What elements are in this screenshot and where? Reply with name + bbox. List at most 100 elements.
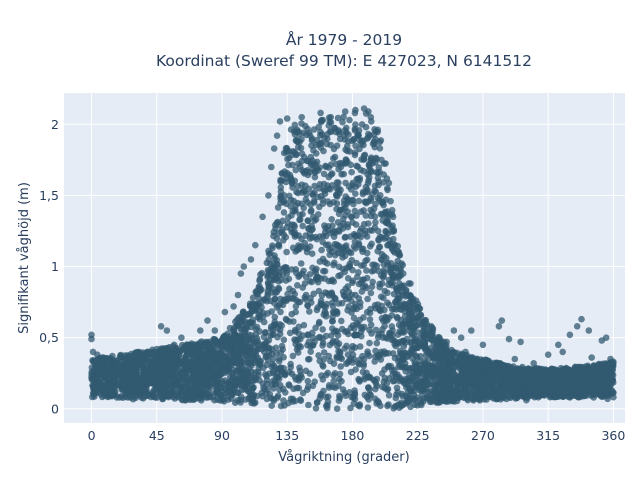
data-point: [159, 395, 167, 403]
data-point: [340, 201, 348, 208]
data-point: [325, 122, 333, 129]
data-point: [335, 382, 342, 390]
data-point: [359, 368, 367, 376]
data-point: [338, 317, 345, 325]
data-point: [317, 139, 325, 147]
data-point: [336, 370, 344, 378]
data-point: [393, 286, 401, 293]
data-point: [358, 288, 366, 295]
data-point: [409, 332, 416, 339]
data-point: [349, 279, 356, 287]
data-point: [363, 249, 371, 257]
data-point: [214, 396, 221, 404]
data-point: [286, 329, 294, 337]
data-point: [293, 138, 301, 145]
data-point: [311, 378, 319, 386]
data-point: [384, 402, 391, 410]
data-point: [362, 123, 370, 131]
data-point: [334, 189, 342, 196]
data-point: [291, 230, 298, 238]
data-point: [235, 378, 243, 385]
data-point: [335, 375, 343, 383]
data-point: [264, 344, 272, 352]
data-point: [328, 318, 336, 325]
data-point: [435, 376, 443, 384]
data-point: [382, 334, 390, 341]
data-point: [228, 346, 235, 353]
data-point: [301, 294, 309, 301]
data-point: [275, 241, 283, 248]
data-point: [310, 147, 317, 154]
data-point: [349, 342, 357, 350]
data-point: [99, 386, 106, 393]
data-point: [335, 128, 343, 136]
data-point: [282, 277, 290, 284]
data-point: [378, 330, 385, 337]
data-point: [326, 128, 334, 135]
data-point: [373, 400, 380, 407]
data-point: [348, 168, 356, 176]
data-point: [413, 394, 421, 401]
data-point: [177, 388, 185, 396]
data-point: [296, 211, 304, 219]
data-point: [297, 260, 305, 267]
data-point: [274, 204, 282, 211]
data-point: [396, 328, 404, 335]
data-point: [449, 356, 456, 364]
data-point: [350, 356, 358, 363]
data-point: [389, 371, 397, 379]
data-point: [298, 120, 305, 127]
data-point: [363, 267, 370, 274]
data-point: [346, 389, 353, 396]
data-point: [456, 378, 463, 386]
data-point: [312, 324, 319, 332]
data-point: [309, 225, 316, 233]
data-point: [300, 204, 308, 212]
data-point: [288, 370, 296, 378]
data-point: [357, 208, 365, 215]
data-point: [420, 333, 428, 341]
data-point: [440, 361, 448, 369]
data-point: [299, 222, 307, 230]
data-point: [341, 345, 349, 352]
data-point: [304, 377, 312, 385]
data-point: [517, 366, 525, 374]
data-point: [385, 281, 392, 289]
data-point: [377, 210, 385, 218]
data-point: [384, 299, 391, 307]
data-point: [303, 191, 310, 198]
data-point: [496, 386, 503, 394]
data-point: [362, 183, 370, 191]
data-point: [314, 211, 322, 218]
data-point: [340, 215, 347, 223]
data-point: [272, 344, 280, 352]
data-point: [493, 395, 501, 403]
data-point: [398, 322, 405, 330]
data-point: [317, 118, 325, 126]
data-point: [336, 348, 344, 356]
data-point: [317, 192, 325, 200]
data-point: [382, 317, 389, 324]
data-point: [274, 392, 282, 400]
data-point: [301, 239, 309, 247]
data-point: [296, 298, 304, 306]
data-point: [351, 238, 359, 245]
data-point: [349, 196, 357, 204]
data-point: [324, 198, 332, 205]
data-point: [420, 323, 427, 331]
data-point: [436, 371, 443, 378]
data-point: [130, 390, 137, 398]
data-point: [257, 357, 265, 365]
data-point: [345, 131, 352, 138]
data-point: [363, 233, 371, 240]
data-point: [273, 260, 281, 268]
data-point: [289, 395, 297, 403]
data-point: [333, 405, 341, 413]
data-point: [235, 314, 242, 322]
data-point: [170, 366, 178, 374]
data-point: [258, 269, 266, 277]
data-point: [292, 266, 300, 273]
data-point: [366, 227, 374, 234]
data-point: [413, 353, 421, 361]
data-point: [485, 374, 493, 382]
